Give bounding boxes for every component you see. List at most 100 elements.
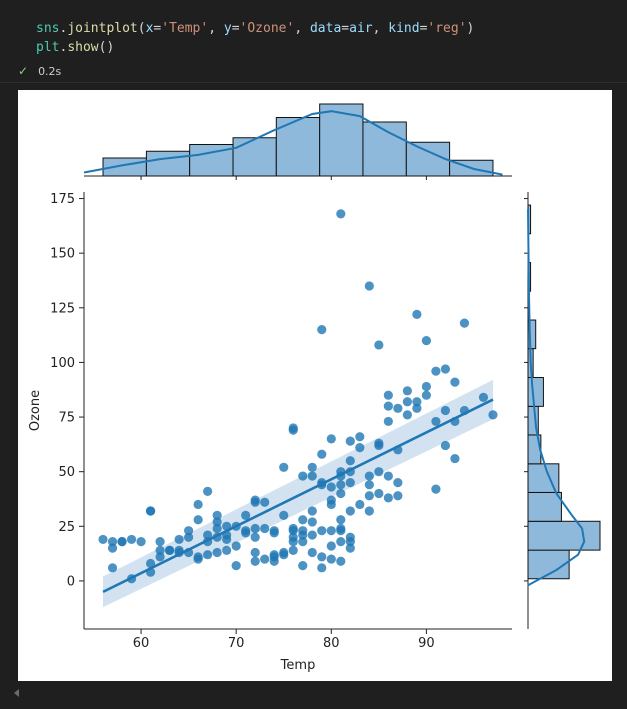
scatter-point <box>450 453 460 464</box>
scatter-point <box>307 506 317 516</box>
code-token: , <box>208 21 224 36</box>
code-token: air <box>349 21 373 36</box>
scatter-point <box>336 523 346 534</box>
code-editor[interactable]: sns.jointplot(x='Temp', y='Ozone', data=… <box>36 19 474 57</box>
scatter-point <box>326 554 336 564</box>
scatter-point <box>459 318 470 328</box>
scatter-point <box>336 480 346 490</box>
code-token: plt <box>36 40 60 55</box>
scatter-point <box>288 537 298 547</box>
x-tick-label: 90 <box>418 636 435 651</box>
scatter-point <box>241 510 251 520</box>
code-token: = <box>341 21 350 36</box>
scatter-point <box>393 491 403 501</box>
right-marginal-histogram <box>524 192 601 629</box>
scatter-point <box>440 440 451 451</box>
scatter-point <box>298 537 308 547</box>
scatter-point <box>307 547 317 558</box>
x-hist-bar <box>232 137 277 177</box>
code-token: , <box>294 21 310 36</box>
scatter-point <box>269 528 279 538</box>
scatter-point <box>250 556 260 566</box>
scatter-point <box>279 510 289 520</box>
scatter-point <box>383 471 393 481</box>
scatter-point <box>355 443 365 453</box>
scatter-point <box>184 526 194 536</box>
scatter-point <box>260 554 270 564</box>
check-icon: ✓ <box>18 64 29 78</box>
execution-status: ✓ 0.2s <box>18 64 61 78</box>
scatter-point <box>402 397 412 407</box>
code-token: jointplot <box>67 21 138 36</box>
scatter-point <box>345 456 355 466</box>
scatter-point <box>412 309 422 319</box>
y-tick-label: 125 <box>50 301 75 316</box>
scatter-point <box>326 541 336 551</box>
scatter-point <box>288 423 298 433</box>
scatter-point <box>231 561 241 571</box>
scatter-point <box>393 403 403 413</box>
scatter-point <box>431 416 441 427</box>
scatter-point <box>250 547 260 558</box>
code-token: = <box>153 21 162 36</box>
y-hist-bar <box>527 319 537 350</box>
scatter-point <box>136 537 146 547</box>
scatter-point <box>345 478 355 488</box>
scatter-point <box>364 506 374 516</box>
scatter-point <box>421 390 431 400</box>
scatter-point <box>260 523 270 534</box>
scatter-point <box>269 552 279 562</box>
scroll-left-icon[interactable] <box>14 689 19 697</box>
scatter-point <box>222 534 232 545</box>
scatter-point <box>107 563 118 573</box>
x-kde-curve <box>83 110 503 176</box>
code-token: x <box>145 21 154 36</box>
scatter-point <box>260 497 270 507</box>
scatter-point <box>165 545 175 555</box>
code-token: show <box>67 40 99 55</box>
scatter-point <box>478 392 489 402</box>
y-tick-label: 25 <box>58 520 75 535</box>
scatter-point <box>355 499 365 510</box>
scatter-point <box>488 410 498 420</box>
y-tick-label: 100 <box>50 356 75 371</box>
scatter-point <box>288 523 298 534</box>
code-token: . <box>59 40 68 55</box>
scatter-point <box>155 552 165 562</box>
scatter-point <box>307 517 317 527</box>
scatter-point <box>336 488 346 499</box>
scatter-point <box>364 480 374 490</box>
scatter-point <box>298 530 308 540</box>
code-token: data <box>309 21 342 36</box>
scatter-point <box>212 523 222 534</box>
scatter-point <box>326 482 336 492</box>
scatter-point <box>336 537 346 547</box>
axis-labels: Temp Ozone <box>28 390 315 673</box>
y-tick-label: 50 <box>58 465 75 480</box>
scatter-point <box>241 528 251 538</box>
scatter-point <box>307 471 317 481</box>
y-tick-label: 75 <box>58 411 75 426</box>
scatter-point <box>317 325 327 335</box>
x-tick-label: 80 <box>323 636 340 651</box>
scatter-point <box>279 462 289 472</box>
scatter-point <box>145 558 156 569</box>
scatter-point <box>212 517 222 527</box>
code-token: ) <box>466 21 475 36</box>
confidence-band-area <box>103 379 493 608</box>
scatter-point <box>250 532 260 542</box>
regression-line-group <box>102 398 494 594</box>
scatter-point <box>450 377 460 387</box>
code-token: . <box>59 21 68 36</box>
scatter-point <box>336 515 346 525</box>
scatter-point <box>298 471 308 481</box>
code-token: = <box>231 21 240 36</box>
execution-time: 0.2s <box>38 65 62 78</box>
scatter-point <box>326 526 336 536</box>
code-token: 'Ozone' <box>239 21 295 36</box>
scatter-point <box>212 547 222 558</box>
scatter-point <box>421 381 431 392</box>
y-hist-bar <box>527 520 601 551</box>
scatter-point <box>298 515 308 525</box>
